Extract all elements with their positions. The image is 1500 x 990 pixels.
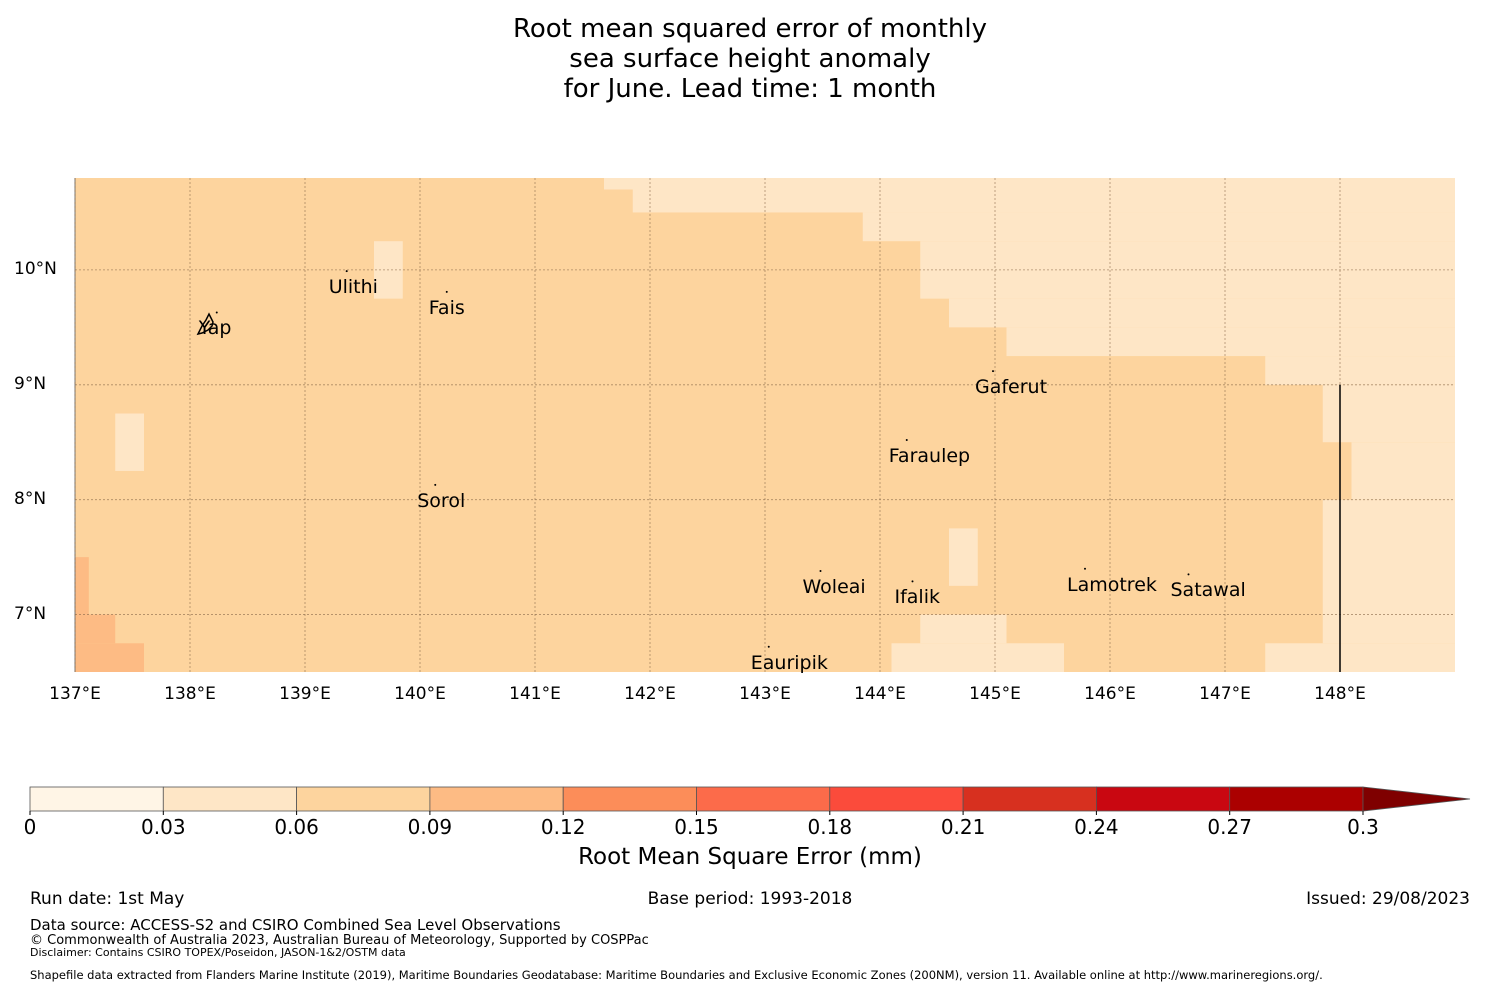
x-tick-label: 140°E — [394, 684, 446, 704]
place-label: Satawal — [1170, 579, 1246, 602]
island-dot — [911, 580, 914, 583]
rmse-field — [74, 178, 1455, 672]
x-tick-label: 143°E — [739, 684, 791, 704]
x-tick-label: 148°E — [1314, 684, 1366, 704]
field-cell — [1006, 327, 1455, 357]
colorbar-tick-label: 0.21 — [940, 815, 986, 839]
field-cell — [1322, 384, 1455, 443]
colorbar-bin — [162, 786, 298, 812]
field-cell — [75, 614, 116, 644]
field-cell — [75, 557, 89, 615]
disclaimer: Disclaimer: Contains CSIRO TOPEX/Poseido… — [30, 946, 406, 959]
y-tick-label: 7°N — [14, 603, 47, 624]
place-label: Eauripik — [750, 651, 828, 674]
island-dot — [1084, 567, 1086, 570]
x-tick-label: 142°E — [624, 684, 676, 704]
place-label: Gaferut — [975, 376, 1048, 399]
map-title: Root mean squared error of monthly sea s… — [0, 14, 1500, 104]
colorbar-bin — [962, 786, 1097, 812]
colorbar — [29, 786, 1471, 815]
place-label: Yap — [198, 317, 232, 340]
field-cell — [949, 298, 1455, 328]
x-tick-label: 146°E — [1084, 684, 1136, 704]
place-label: Sorol — [417, 489, 466, 512]
map-overlays — [196, 270, 1341, 672]
island-dot — [434, 483, 437, 486]
field-cell — [604, 178, 1455, 190]
field-cell — [1265, 643, 1455, 672]
copyright: © Commonwealth of Australia 2023, Austra… — [30, 933, 649, 948]
colorbar-label: Root Mean Square Error (mm) — [578, 844, 922, 870]
graticule — [74, 178, 1455, 672]
field-cell — [1322, 499, 1455, 644]
x-tick-label: 141°E — [509, 684, 561, 704]
place-label: Fais — [428, 296, 465, 319]
run-date: Run date: 1st May — [30, 889, 185, 909]
place-label: Faraulep — [888, 445, 971, 468]
colorbar-bin — [696, 786, 831, 812]
colorbar-bin — [1229, 786, 1364, 812]
data-source: Data source: ACCESS-S2 and CSIRO Combine… — [30, 916, 561, 934]
field-cell — [115, 413, 144, 471]
title-line-2: sea surface height anomaly — [569, 44, 931, 74]
place-label: Ulithi — [328, 276, 378, 299]
y-tick-label: 9°N — [14, 373, 47, 394]
island-dot — [345, 270, 348, 273]
shapefile-credit: Shapefile data extracted from Flanders M… — [30, 968, 1323, 982]
island-dot — [992, 370, 994, 373]
colorbar-tick-label: 0.09 — [407, 815, 453, 839]
colorbar-bin — [429, 786, 564, 812]
island-dot — [445, 290, 448, 293]
place-label: Ifalik — [894, 586, 941, 609]
field-cell — [632, 189, 1455, 213]
title-line-3: for June. Lead time: 1 month — [563, 74, 937, 104]
field-cell — [1351, 442, 1455, 500]
colorbar-bin — [1096, 786, 1231, 812]
colorbar-tick-label: 0.24 — [1074, 815, 1119, 839]
colorbar-bin — [829, 786, 964, 812]
colorbar-tick-label: 0.27 — [1207, 815, 1252, 839]
colorbar-tick-label: 0.06 — [274, 815, 319, 839]
colorbar-tick-label: 0.03 — [141, 815, 186, 839]
x-tick-label: 144°E — [854, 684, 906, 704]
field-cell — [949, 528, 978, 586]
colorbar-tick-label: 0.18 — [807, 815, 853, 839]
field-cell — [862, 212, 1455, 242]
x-tick-label: 137°E — [49, 684, 101, 704]
colorbar-bin — [29, 786, 164, 812]
x-tick-label: 138°E — [164, 684, 216, 704]
place-label: Lamotrek — [1067, 573, 1157, 596]
colorbar-tick-label: 0 — [23, 815, 37, 839]
field-cell — [920, 614, 1007, 644]
x-tick-label: 145°E — [969, 684, 1021, 704]
colorbar-tick-label: 0.12 — [540, 815, 586, 839]
colorbar-tick-label: 0.15 — [674, 815, 719, 839]
island-dot — [215, 311, 218, 314]
y-tick-label: 10°N — [14, 258, 57, 279]
island-dot — [1187, 573, 1190, 576]
island-dot — [767, 645, 770, 648]
x-tick-label: 139°E — [279, 684, 331, 704]
yap-island-shape — [196, 312, 214, 336]
issued-date: Issued: 29/08/2023 — [1306, 889, 1470, 909]
base-period: Base period: 1993-2018 — [647, 889, 853, 909]
title-line-1: Root mean squared error of monthly — [512, 14, 988, 44]
field-cell — [75, 643, 144, 672]
place-label: Woleai — [802, 575, 866, 598]
colorbar-bin — [296, 786, 431, 812]
colorbar-extend-arrow — [1362, 786, 1471, 812]
field-cell — [1265, 356, 1455, 385]
island-dot — [905, 439, 908, 442]
colorbar-tick-label: 0.3 — [1347, 815, 1379, 839]
colorbar-bin — [562, 786, 697, 812]
field-cell — [891, 643, 1064, 672]
island-dot — [819, 569, 822, 572]
x-tick-label: 147°E — [1199, 684, 1251, 704]
y-tick-label: 8°N — [14, 488, 47, 509]
